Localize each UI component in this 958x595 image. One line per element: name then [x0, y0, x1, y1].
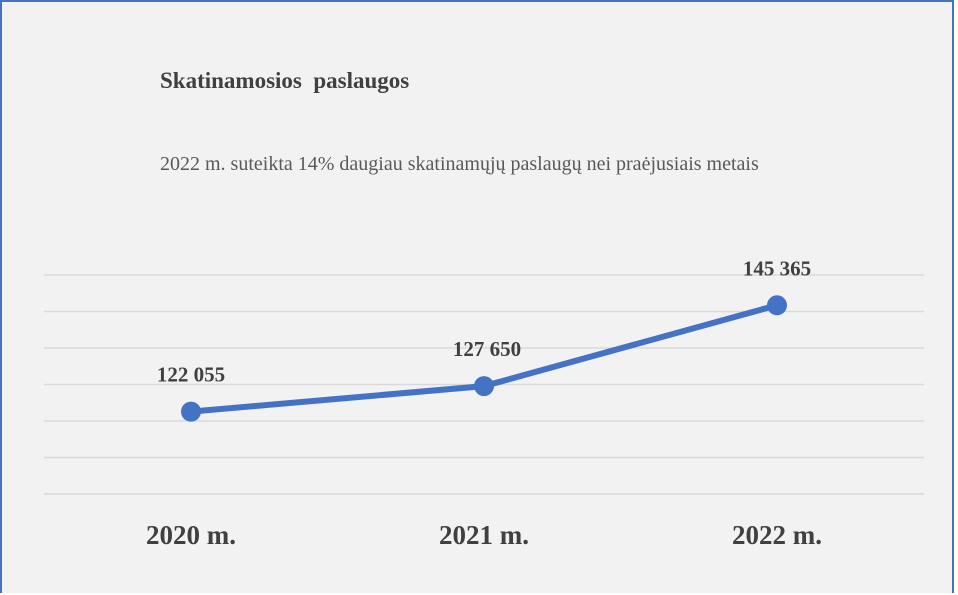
point — [181, 401, 201, 422]
data-label: 122 055 — [157, 363, 225, 387]
x-tick-label: 2021 m. — [439, 520, 529, 550]
data-label: 145 365 — [743, 256, 811, 280]
chart-subtitle: 2022 m. suteikta 14% daugiau skatinamųjų… — [160, 153, 759, 175]
point — [767, 295, 787, 316]
data-label: 127 650 — [453, 337, 521, 361]
point — [474, 376, 494, 397]
chart-title: Skatinamosios paslaugos — [160, 68, 410, 93]
x-tick-label: 2022 m. — [732, 520, 822, 550]
x-tick-label: 2020 m. — [146, 520, 236, 550]
